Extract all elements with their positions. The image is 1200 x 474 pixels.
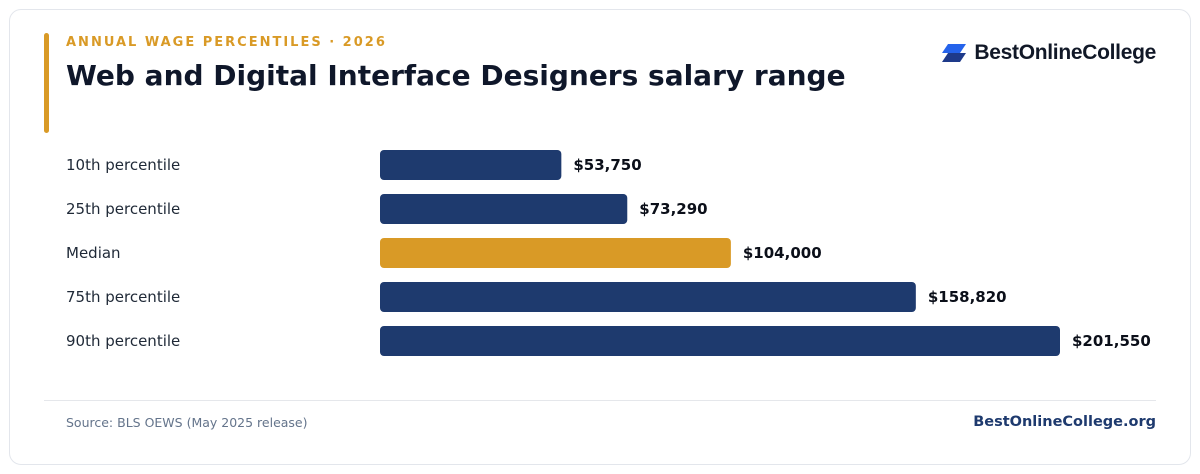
chart-eyebrow: ANNUAL WAGE PERCENTILES · 2026 <box>66 35 387 50</box>
chart-title: Web and Digital Interface Designers sala… <box>66 59 846 92</box>
brand-name: BestOnlineCollege <box>974 41 1156 64</box>
value-label-75th-percentile: $158,820 <box>928 288 1007 306</box>
site-link[interactable]: BestOnlineCollege.org <box>973 414 1156 430</box>
category-label-10th-percentile: 10th percentile <box>66 156 180 174</box>
value-label-90th-percentile: $201,550 <box>1072 332 1151 350</box>
bar-75th-percentile <box>380 282 916 312</box>
brand-logo[interactable]: BestOnlineCollege <box>942 41 1156 65</box>
category-label-75th-percentile: 75th percentile <box>66 288 180 306</box>
category-label-25th-percentile: 25th percentile <box>66 200 180 218</box>
bar-25th-percentile <box>380 194 628 224</box>
category-label-median: Median <box>66 244 121 262</box>
value-label-median: $104,000 <box>743 244 822 262</box>
value-label-25th-percentile: $73,290 <box>639 200 707 218</box>
bar-median <box>380 238 731 268</box>
bar-10th-percentile <box>380 150 562 180</box>
chart-card <box>9 9 1191 465</box>
bar-90th-percentile <box>380 326 1060 356</box>
stacked-parallelogram-icon <box>942 44 967 62</box>
accent-bar <box>44 33 49 133</box>
source-note: Source: BLS OEWS (May 2025 release) <box>66 415 308 430</box>
value-label-10th-percentile: $53,750 <box>573 156 641 174</box>
footer-divider <box>44 400 1156 401</box>
category-label-90th-percentile: 90th percentile <box>66 332 180 350</box>
